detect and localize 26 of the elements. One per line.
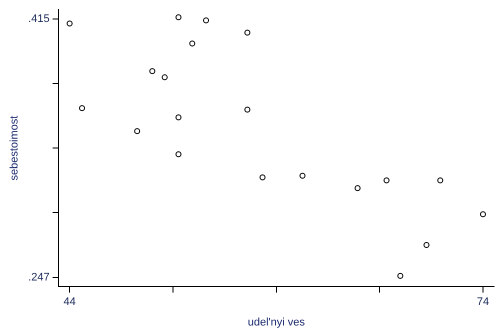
point — [162, 74, 168, 80]
x-tick-label: 74 — [476, 296, 490, 308]
point — [244, 106, 250, 113]
point — [66, 20, 73, 26]
point — [175, 114, 182, 120]
y-tick-label: .415 — [28, 12, 50, 25]
point — [134, 128, 140, 134]
point — [203, 17, 210, 24]
point — [437, 177, 444, 184]
point — [189, 40, 196, 46]
point — [244, 30, 250, 36]
y-axis-title: sebestoimost — [8, 116, 21, 181]
point — [384, 177, 390, 184]
point — [354, 185, 361, 192]
point — [79, 105, 86, 112]
point — [299, 172, 306, 179]
point — [175, 151, 182, 158]
x-tick-label: 44 — [64, 296, 76, 308]
y-tick-label: .247 — [28, 271, 50, 284]
point — [423, 242, 430, 248]
point — [480, 211, 486, 218]
point — [397, 272, 404, 279]
point — [260, 174, 266, 180]
point — [175, 14, 182, 20]
x-axis-title: udel'nyi ves — [248, 316, 306, 328]
point — [149, 68, 156, 74]
